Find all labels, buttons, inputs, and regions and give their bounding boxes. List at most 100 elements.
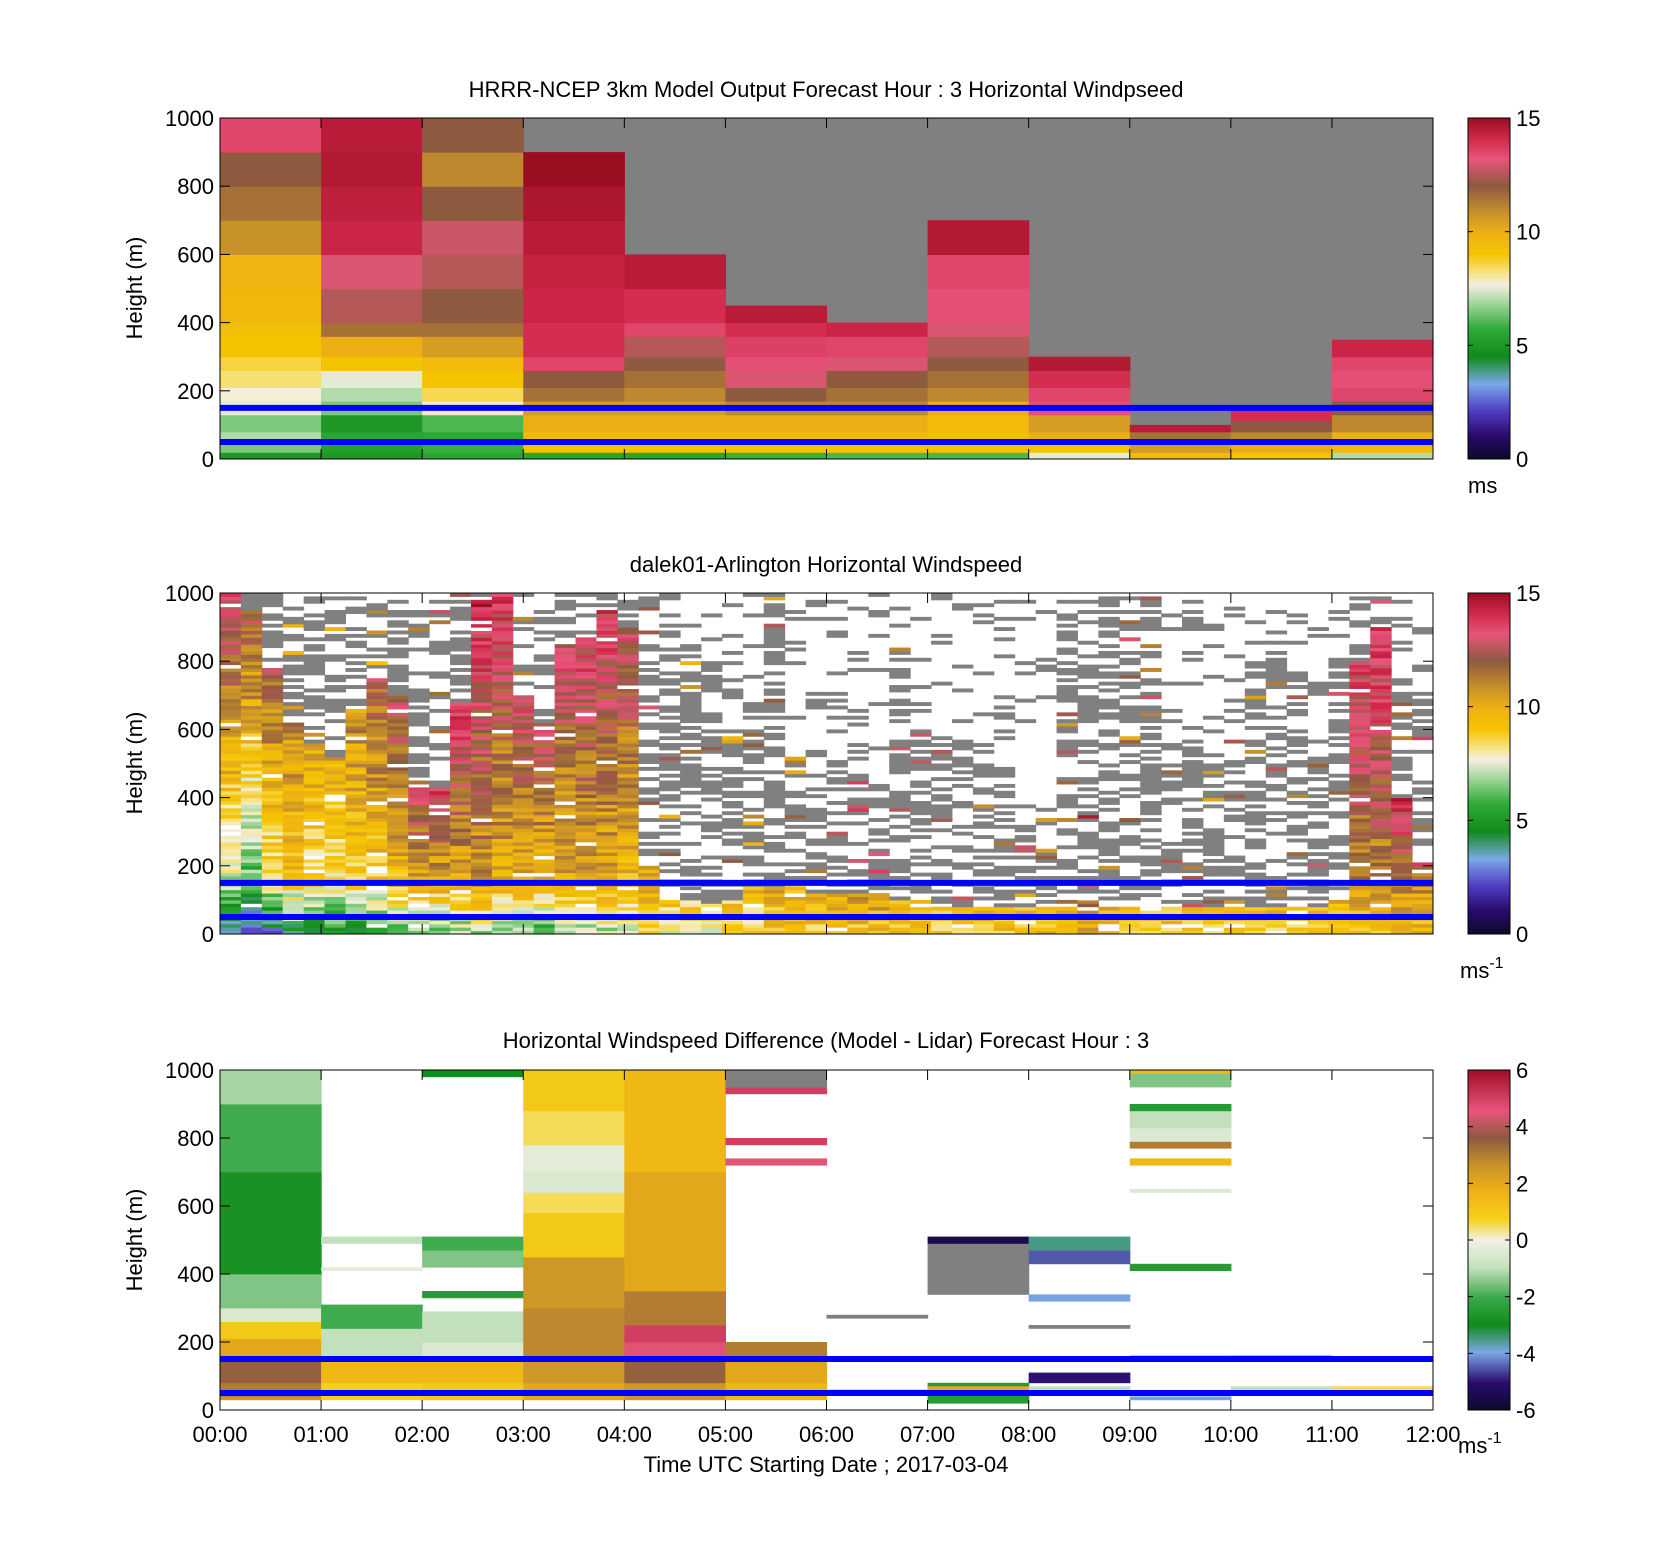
lidar-cell [491, 889, 514, 894]
lidar-cell [742, 777, 765, 782]
lidar-cell [491, 876, 514, 880]
lidar-cell [470, 644, 493, 649]
lidar-cell [1370, 630, 1392, 635]
lidar-cell [575, 797, 597, 802]
lidar-cell [533, 869, 556, 874]
lidar-cell [450, 637, 472, 642]
lidar-cell [596, 930, 618, 934]
lidar-cell [366, 708, 388, 713]
lidar-cell [554, 685, 577, 689]
lidar-cell [303, 930, 326, 934]
lidar-cell [345, 841, 367, 846]
lidar-cell [470, 906, 493, 911]
lidar-cell [1223, 763, 1246, 768]
lidar-cell [1161, 869, 1183, 874]
lidar-cell [1035, 893, 1058, 897]
lidar-cell [1265, 732, 1288, 737]
lidar-cell [784, 930, 807, 934]
lidar-cell [1182, 766, 1204, 771]
lidar-cell [1182, 930, 1204, 934]
lidar-cell [366, 899, 388, 904]
lidar-cell [554, 794, 577, 799]
lidar-cell [1119, 705, 1141, 710]
lidar-cell [1077, 794, 1099, 799]
lidar-cell [1370, 930, 1392, 934]
lidar-cell [1202, 927, 1225, 932]
lidar-cell [847, 903, 869, 908]
lidar-cell [826, 787, 848, 792]
lidar-cell [742, 896, 765, 901]
lidar-cell [910, 899, 932, 904]
lidar-cell [742, 835, 765, 840]
lidar-cell [429, 610, 451, 614]
lidar-cell [742, 855, 765, 860]
lidar-cell [1328, 886, 1350, 891]
lidar-cell [763, 613, 786, 618]
lidar-cell [533, 749, 556, 754]
lidar-cell [450, 903, 472, 908]
lidar-cell [240, 603, 263, 608]
lidar-cell [1412, 841, 1433, 846]
lidar-cell [951, 824, 974, 829]
lidar-cell [680, 893, 702, 897]
lidar-cell [554, 725, 577, 730]
lidar-cell [408, 927, 430, 932]
lidar-cell [491, 630, 514, 635]
lidar-cell [575, 729, 597, 734]
lidar-cell [1202, 804, 1225, 809]
lidar-cell [1307, 688, 1329, 693]
lidar-cell [805, 903, 827, 908]
lidar-cell [387, 695, 409, 700]
lidar-cell [261, 773, 284, 778]
lidar-cell [491, 777, 514, 782]
lidar-cell [554, 766, 577, 771]
lidar-cell [303, 743, 326, 747]
lidar-cell [429, 756, 451, 761]
lidar-cell [282, 804, 305, 809]
lidar-cell [429, 743, 451, 747]
lidar-cell [450, 821, 472, 826]
lidar-cell [491, 674, 514, 679]
lidar-cell [491, 763, 514, 768]
lidar-cell [1265, 858, 1288, 863]
lidar-cell [512, 899, 535, 904]
lidar-cell [638, 743, 660, 747]
lidar-cell [303, 623, 326, 628]
lidar-cell [491, 746, 514, 751]
lidar-cell [1182, 927, 1204, 932]
lidar-cell [261, 702, 284, 707]
lidar-cell [1370, 719, 1392, 724]
lidar-cell [324, 862, 346, 867]
lidar-cell [366, 777, 388, 782]
lidar-cell [596, 862, 618, 867]
lidar-cell [826, 889, 848, 894]
lidar-cell [889, 668, 911, 672]
lidar-cell [261, 927, 284, 932]
lidar-cell [554, 906, 577, 911]
lidar-cell [910, 804, 932, 809]
lidar-cell [931, 896, 953, 901]
lidar-cell [470, 787, 493, 792]
lidar-cell [1286, 886, 1309, 891]
lidar-cell [220, 804, 242, 809]
lidar-cell [554, 644, 577, 649]
lidar-cell [429, 893, 451, 897]
lidar-cell [470, 801, 493, 805]
lidar-cell [554, 650, 577, 655]
lidar-cell [910, 780, 932, 785]
lidar-cell [784, 824, 807, 829]
lidar-cell [220, 657, 242, 662]
lidar-cell [345, 896, 367, 901]
lidar-cell [554, 698, 577, 703]
lidar-cell [1202, 763, 1225, 768]
lidar-cell [617, 739, 639, 744]
lidar-cell [1265, 678, 1288, 683]
lidar-cell [784, 760, 807, 764]
lidar-cell [931, 766, 953, 771]
lidar-cell [366, 688, 388, 693]
lidar-cell [617, 749, 639, 754]
model-cell [220, 452, 322, 459]
lidar-cell [826, 801, 848, 805]
lidar-cell [554, 777, 577, 782]
lidar-cell [387, 753, 409, 758]
